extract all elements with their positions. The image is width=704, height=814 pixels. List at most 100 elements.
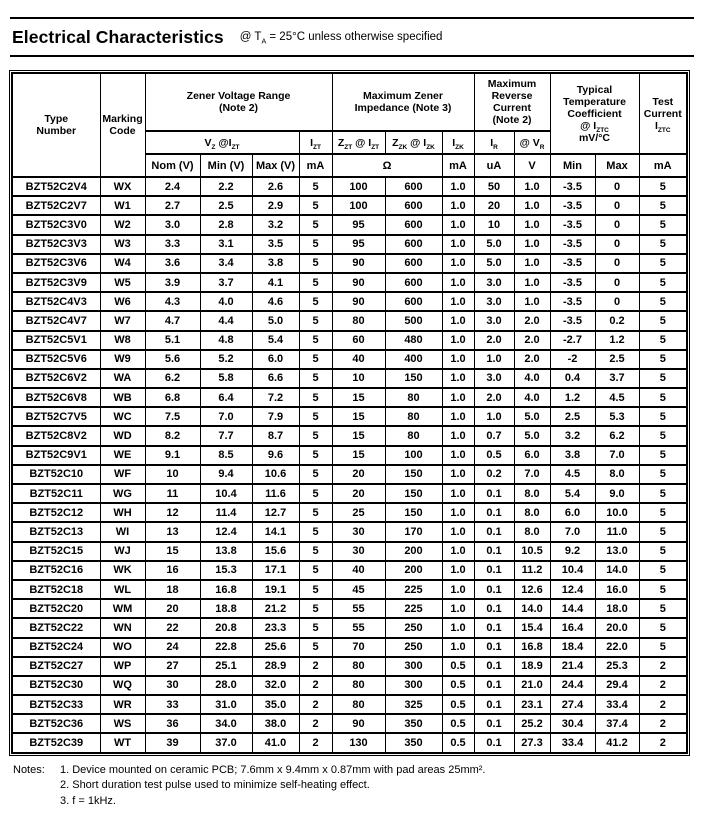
cell: WE bbox=[99, 444, 146, 466]
cell: 400 bbox=[384, 348, 443, 370]
cell: 4.0 bbox=[513, 387, 551, 409]
cell: 5 bbox=[298, 559, 333, 581]
cell: 0 bbox=[594, 252, 640, 274]
cell: W2 bbox=[99, 214, 146, 236]
cell: 41.2 bbox=[594, 732, 640, 754]
cell: 2.5 bbox=[594, 348, 640, 370]
cell: 1.0 bbox=[441, 252, 475, 274]
cell: -3.5 bbox=[549, 310, 596, 332]
cell: 200 bbox=[384, 559, 443, 581]
cell: 11 bbox=[144, 482, 201, 505]
cell: 17.1 bbox=[251, 559, 300, 581]
cell: 7.0 bbox=[549, 521, 596, 543]
cell: 30 bbox=[331, 540, 386, 562]
cell: 2.0 bbox=[473, 387, 515, 409]
cell: -3.5 bbox=[549, 195, 596, 217]
cell: 5 bbox=[298, 195, 333, 217]
cell: 0 bbox=[594, 271, 640, 294]
cell: 10.4 bbox=[549, 559, 596, 581]
cell: 1.0 bbox=[513, 233, 551, 255]
cell: 1.0 bbox=[441, 406, 475, 428]
cell: 2.8 bbox=[199, 214, 253, 236]
cell: 1.0 bbox=[513, 214, 551, 236]
test-condition: @ TA = 25°C unless otherwise specified bbox=[239, 31, 443, 46]
cell: 1.0 bbox=[441, 482, 475, 505]
cell: 5 bbox=[638, 348, 688, 370]
cell: 5 bbox=[298, 502, 333, 524]
cell: 4.6 bbox=[251, 291, 300, 313]
cell: 8.5 bbox=[199, 444, 253, 466]
cell: 9.4 bbox=[199, 463, 253, 486]
cell: 5 bbox=[298, 271, 333, 294]
cell: 5.0 bbox=[473, 233, 515, 255]
cell: 2 bbox=[298, 732, 333, 754]
cell: 3.7 bbox=[594, 367, 640, 390]
cell: 1.0 bbox=[441, 578, 475, 601]
cell: 20 bbox=[144, 598, 201, 620]
header-izk: IZK bbox=[441, 130, 475, 155]
cell: 5 bbox=[638, 425, 688, 447]
table-body: BZT52C2V4 WX 2.4 2.2 2.6 5 100 600 1.0 50 1.0 -3.5 0… bbox=[11, 175, 688, 754]
cell: 150 bbox=[384, 463, 443, 486]
cell: 5 bbox=[298, 482, 333, 505]
cell: 40 bbox=[331, 348, 386, 370]
cell: -3.5 bbox=[549, 271, 596, 294]
cell: 0.1 bbox=[473, 617, 515, 639]
cell: 600 bbox=[384, 291, 443, 313]
cell: 8.2 bbox=[144, 425, 201, 447]
cell: 11.2 bbox=[513, 559, 551, 581]
cell: 23.3 bbox=[251, 617, 300, 639]
cell: 5 bbox=[638, 636, 688, 658]
cell: 1.0 bbox=[441, 463, 475, 486]
cell: W7 bbox=[99, 310, 146, 332]
cell: 8.7 bbox=[251, 425, 300, 447]
cell: 0.5 bbox=[441, 732, 475, 754]
cell: 1.0 bbox=[441, 502, 475, 524]
cell: 5 bbox=[298, 175, 333, 198]
cell: BZT52C36 bbox=[11, 713, 101, 735]
cell: 1.0 bbox=[441, 367, 475, 390]
cell: 0.1 bbox=[473, 559, 515, 581]
cell: 480 bbox=[384, 329, 443, 351]
cell: 14.0 bbox=[594, 559, 640, 581]
cell: 5.6 bbox=[144, 348, 201, 370]
cell: 5 bbox=[638, 233, 688, 255]
table-row: BZT52C18 WL 18 16.8 19.1 5 45 225 1.0 0.1 12.6 12.4… bbox=[11, 578, 688, 601]
table-row: BZT52C9V1 WE 9.1 8.5 9.6 5 15 100 1.0 0.5 6.0 3.8 7.… bbox=[11, 444, 688, 466]
cell: 21.4 bbox=[549, 655, 596, 677]
cell: 7.0 bbox=[199, 406, 253, 428]
cell: 2 bbox=[638, 713, 688, 735]
cell: 9.2 bbox=[549, 540, 596, 562]
cell: 4.0 bbox=[513, 367, 551, 390]
cell: 600 bbox=[384, 195, 443, 217]
cell: -2.7 bbox=[549, 329, 596, 351]
cell: 0.1 bbox=[473, 732, 515, 754]
cell: 0.2 bbox=[594, 310, 640, 332]
cell: 1.0 bbox=[441, 214, 475, 236]
cell: BZT52C7V5 bbox=[11, 406, 101, 428]
cell: BZT52C10 bbox=[11, 463, 101, 486]
cell: 150 bbox=[384, 367, 443, 390]
table-row: BZT52C2V4 WX 2.4 2.2 2.6 5 100 600 1.0 50 1.0 -3.5 0… bbox=[11, 175, 688, 198]
cell: 1.0 bbox=[441, 271, 475, 294]
cell: 15.3 bbox=[199, 559, 253, 581]
cell: 2.6 bbox=[251, 175, 300, 198]
cell: 5 bbox=[638, 444, 688, 466]
cell: BZT52C2V7 bbox=[11, 195, 101, 217]
cell: 28.0 bbox=[199, 674, 253, 697]
table-row: BZT52C5V1 W8 5.1 4.8 5.4 5 60 480 1.0 2.0 2.0 -2.7 1… bbox=[11, 329, 688, 351]
cell: BZT52C4V7 bbox=[11, 310, 101, 332]
cell: 5.3 bbox=[594, 406, 640, 428]
cell: 2.9 bbox=[251, 195, 300, 217]
cell: 2 bbox=[298, 674, 333, 697]
cell: WL bbox=[99, 578, 146, 601]
header-test-unit: mA bbox=[638, 153, 688, 178]
cell: 7.0 bbox=[513, 463, 551, 486]
notes-label: Notes: bbox=[13, 763, 45, 776]
cell: 95 bbox=[331, 214, 386, 236]
cell: 1.2 bbox=[549, 387, 596, 409]
cell: 10 bbox=[144, 463, 201, 486]
header-max-zener-impedance: Maximum Zener Impedance (Note 3) bbox=[331, 72, 475, 132]
cell: 2.0 bbox=[513, 329, 551, 351]
cell: 5.0 bbox=[513, 425, 551, 447]
